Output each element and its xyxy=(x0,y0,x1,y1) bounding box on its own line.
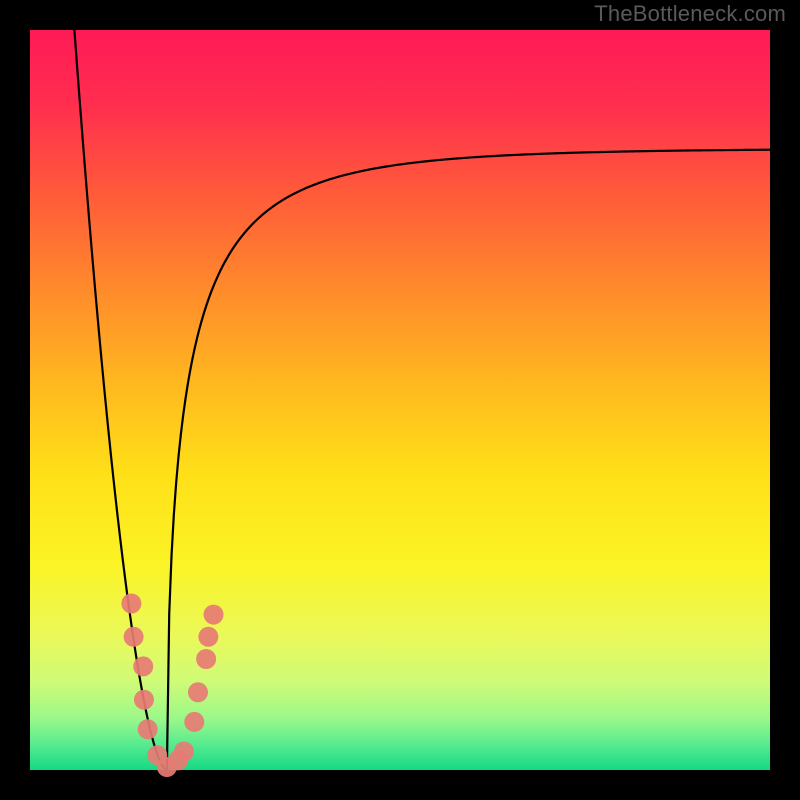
data-dot xyxy=(198,627,218,647)
data-dot xyxy=(196,649,216,669)
bottleneck-chart xyxy=(0,0,800,800)
data-dot xyxy=(184,712,204,732)
data-dot xyxy=(121,594,141,614)
data-dot xyxy=(134,690,154,710)
data-dot xyxy=(174,742,194,762)
data-dot xyxy=(204,605,224,625)
data-dot xyxy=(138,719,158,739)
data-dot xyxy=(133,656,153,676)
data-dot xyxy=(188,682,208,702)
chart-container: TheBottleneck.com xyxy=(0,0,800,800)
watermark-text: TheBottleneck.com xyxy=(594,1,786,27)
data-dot xyxy=(124,627,144,647)
